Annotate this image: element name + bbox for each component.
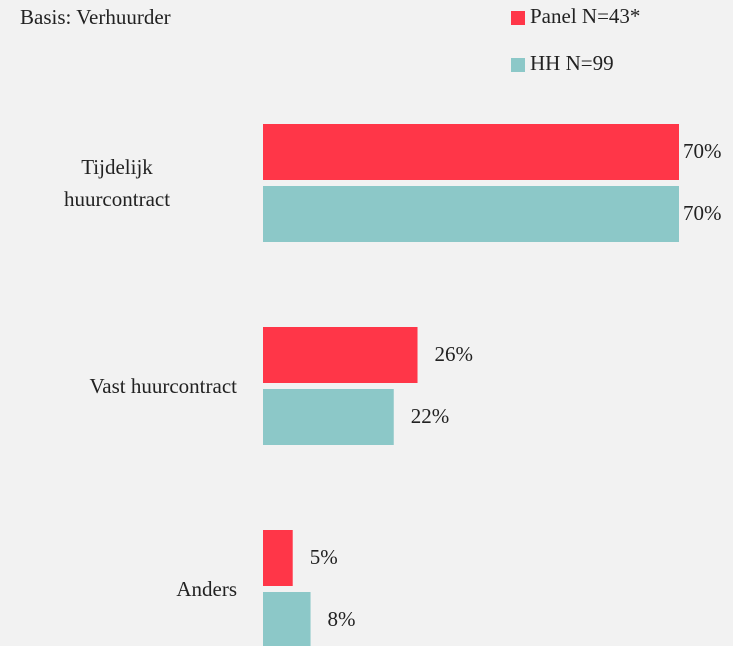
value-label: 26% <box>435 342 474 366</box>
value-label: 5% <box>310 545 338 569</box>
value-label: 22% <box>411 404 450 428</box>
category-label: Tijdelijk huurcontract <box>63 155 171 211</box>
bar <box>263 124 679 180</box>
bar <box>263 186 679 242</box>
value-label: 8% <box>328 607 356 631</box>
bar <box>263 327 418 383</box>
value-label: 70% <box>683 201 722 225</box>
bar <box>263 530 293 586</box>
legend-swatch <box>511 11 525 25</box>
category-label: Anders <box>176 577 237 601</box>
bar <box>263 592 311 646</box>
value-label: 70% <box>683 139 722 163</box>
subtitle: Basis: Verhuurder <box>20 5 171 29</box>
legend-label: HH N=99 <box>530 51 614 75</box>
legend-label: Panel N=43* <box>530 4 640 28</box>
category-label: Vast huurcontract <box>89 374 237 398</box>
bar <box>263 389 394 445</box>
legend-swatch <box>511 58 525 72</box>
